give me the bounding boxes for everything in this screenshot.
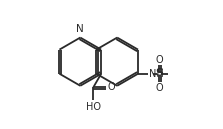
Text: O: O	[107, 82, 115, 92]
Text: N: N	[76, 24, 83, 34]
Text: NH: NH	[149, 69, 163, 79]
Text: S: S	[155, 68, 163, 78]
Text: O: O	[155, 83, 163, 93]
Text: HO: HO	[86, 102, 101, 112]
Text: O: O	[155, 54, 163, 64]
